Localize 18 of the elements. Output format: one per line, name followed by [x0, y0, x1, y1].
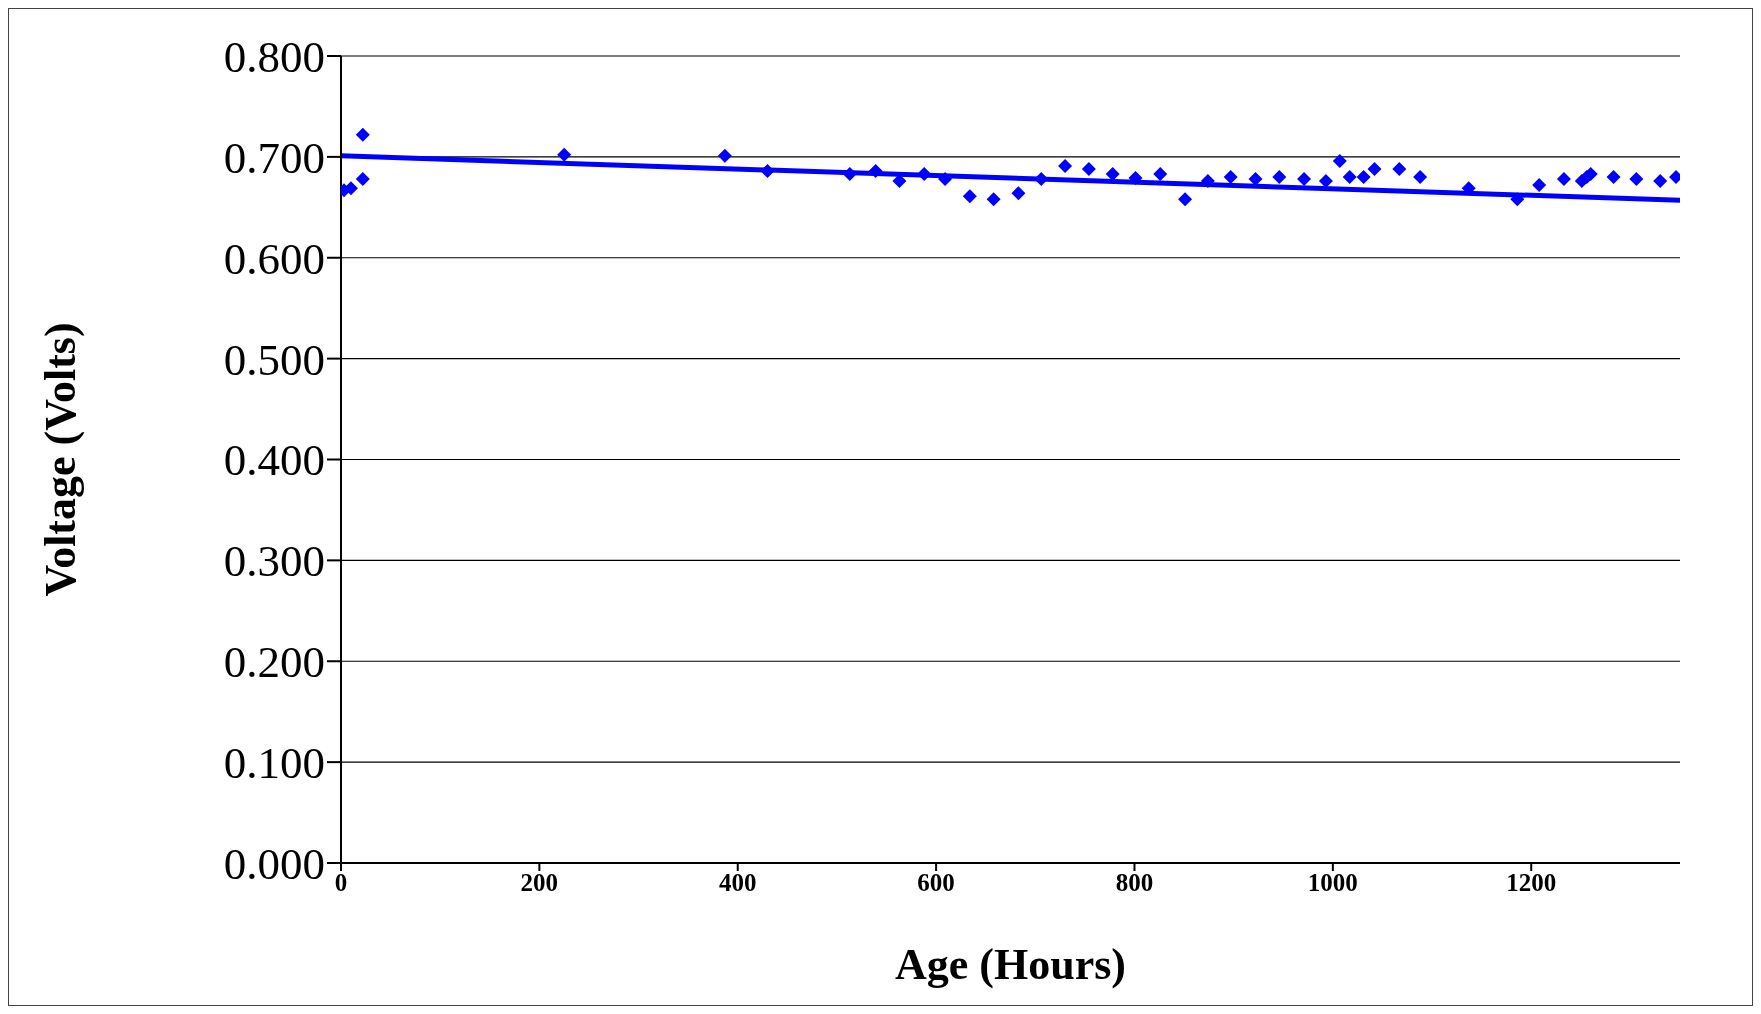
- x-tick-label: 1000: [1307, 868, 1358, 896]
- y-tick-label: 0.400: [223, 435, 325, 486]
- x-tick-label: 0: [334, 868, 348, 896]
- y-tick-label: 0.800: [223, 31, 325, 82]
- y-axis-title: Voltage (Volts): [35, 322, 85, 597]
- x-axis-title: Age (Hours): [895, 940, 1126, 989]
- x-tick-label: 200: [520, 868, 559, 896]
- y-tick-label: 0.500: [223, 334, 325, 385]
- y-tick-label: 0.100: [223, 738, 325, 789]
- y-tick-label: 0.300: [223, 536, 325, 587]
- y-tick-label: 0.600: [223, 233, 325, 284]
- x-tick-label: 600: [917, 868, 955, 896]
- x-tick-label: 1200: [1506, 868, 1557, 896]
- y-tick-label: 0.700: [223, 132, 325, 183]
- y-tick-label: 0.200: [223, 637, 325, 688]
- x-tick-label: 400: [718, 868, 757, 896]
- x-tick-label: 800: [1115, 868, 1154, 896]
- y-tick-label: 0.000: [223, 838, 325, 889]
